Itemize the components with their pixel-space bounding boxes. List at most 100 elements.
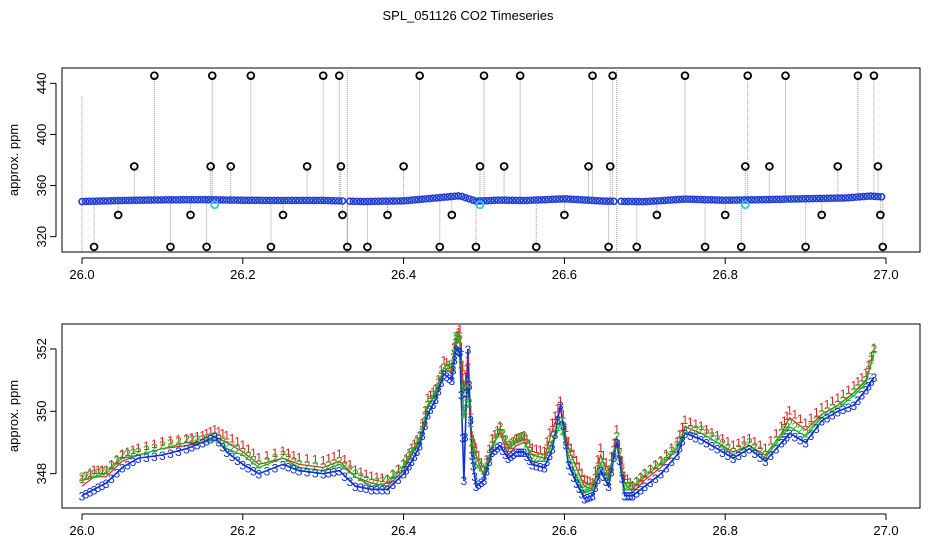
data-point: [201, 195, 209, 204]
series-2-marker: 2: [87, 468, 94, 482]
data-point: [269, 196, 278, 205]
series-3-marker: 3: [529, 458, 536, 472]
series-2-marker: 2: [135, 445, 142, 459]
data-point: [512, 196, 520, 205]
series-1-marker: 1: [767, 434, 774, 448]
series-1-marker: 1: [552, 409, 559, 423]
data-point: [356, 197, 365, 206]
series-3-marker: 3: [526, 454, 533, 468]
series-2-marker: 2: [475, 457, 482, 471]
series-3-marker: 3: [698, 433, 705, 447]
series-3-marker: 3: [234, 454, 241, 468]
series-3-marker: 3: [554, 414, 561, 428]
data-point: [671, 195, 680, 204]
series-3-marker: 3: [792, 430, 799, 444]
series-2-marker: 2: [552, 426, 559, 440]
series-2-marker: 2: [621, 479, 628, 493]
series-3-marker: 3: [419, 429, 426, 443]
series-3-marker: 3: [264, 465, 271, 479]
data-point: [327, 196, 336, 205]
outlier-point: [363, 242, 372, 252]
data-point: [780, 195, 788, 203]
series-3-marker: 3: [159, 449, 166, 463]
data-point: [255, 196, 264, 205]
data-point: [251, 196, 260, 205]
series-3-marker: 3: [440, 368, 447, 382]
data-point: [628, 197, 636, 206]
series-1-marker: 1: [600, 448, 607, 462]
series-2-marker: 2: [331, 456, 338, 470]
series-2-marker: 2: [450, 350, 457, 364]
outlier-point: [531, 242, 541, 252]
series-1-marker: 1: [207, 424, 214, 438]
series-1-marker: 1: [363, 467, 370, 481]
series-1-marker: 1: [616, 438, 623, 452]
series-1-marker: 1: [419, 416, 426, 430]
outlier-point: [632, 242, 642, 252]
series-3-marker: 3: [304, 466, 311, 480]
series-3-marker: 3: [189, 441, 196, 455]
series-1-marker: 1: [304, 451, 311, 465]
data-point: [443, 193, 452, 201]
outlier-point: [336, 162, 346, 171]
series-1-marker: 1: [211, 422, 218, 436]
series-1-marker: 1: [581, 472, 588, 486]
data-point: [121, 196, 130, 205]
series-2-marker: 2: [435, 375, 442, 389]
data-point: [718, 196, 727, 204]
series-2-marker: 2: [264, 454, 271, 468]
data-point: [450, 192, 459, 201]
data-point: [638, 197, 647, 206]
plot-frame: [61, 323, 921, 509]
series-2-marker: 2: [802, 426, 809, 440]
data-point: [215, 196, 224, 204]
series-1-marker: 1: [560, 408, 567, 422]
data-point: [483, 196, 492, 205]
outlier-point: [853, 71, 863, 80]
series-2-marker: 2: [629, 479, 636, 493]
series-3-marker: 3: [499, 444, 506, 458]
series-2-marker: 2: [481, 464, 488, 478]
series-3-marker: 3: [207, 432, 214, 446]
series-3-marker: 3: [363, 482, 370, 496]
series-1-marker: 1: [619, 453, 626, 467]
series-1-marker: 1: [347, 458, 354, 472]
data-point: [233, 196, 242, 204]
data-point: [856, 193, 864, 201]
series-2-marker: 2: [554, 420, 561, 434]
series-3-marker: 3: [450, 364, 457, 378]
series-1-marker: 1: [762, 441, 769, 455]
data-point: [421, 195, 430, 203]
cyan-point: [740, 200, 750, 210]
outlier-point: [399, 162, 408, 171]
series-2-marker: 2: [725, 441, 732, 455]
series-2-marker: 2: [473, 454, 480, 468]
data-point: [700, 195, 709, 204]
data-point: [298, 196, 307, 205]
series-1-marker: 1: [395, 462, 402, 476]
data-point: [595, 197, 604, 205]
series-1-marker: 1: [489, 432, 496, 446]
series-1-marker: 1: [808, 411, 815, 425]
series-1-marker: 1: [435, 372, 442, 386]
series-2-marker: 2: [871, 342, 878, 356]
data-point: [515, 196, 524, 205]
data-point: [682, 195, 691, 203]
series-1-marker: 1: [143, 439, 150, 453]
series-1-marker: 1: [450, 351, 457, 365]
outlier-point: [246, 71, 256, 80]
series-1-marker: 1: [379, 471, 386, 485]
outlier-point: [479, 71, 489, 80]
series-1-marker: 1: [692, 417, 699, 431]
series-2-marker: 2: [608, 456, 615, 470]
series-2-marker: 2: [462, 397, 469, 411]
data-point: [693, 195, 701, 204]
series-2-marker: 2: [627, 479, 634, 493]
data-point: [711, 196, 719, 204]
series-2-marker: 2: [451, 340, 458, 354]
series-3-marker: 3: [438, 376, 445, 390]
data-point: [125, 196, 133, 205]
data-point: [447, 192, 455, 201]
series-3-marker: 3: [762, 455, 769, 469]
